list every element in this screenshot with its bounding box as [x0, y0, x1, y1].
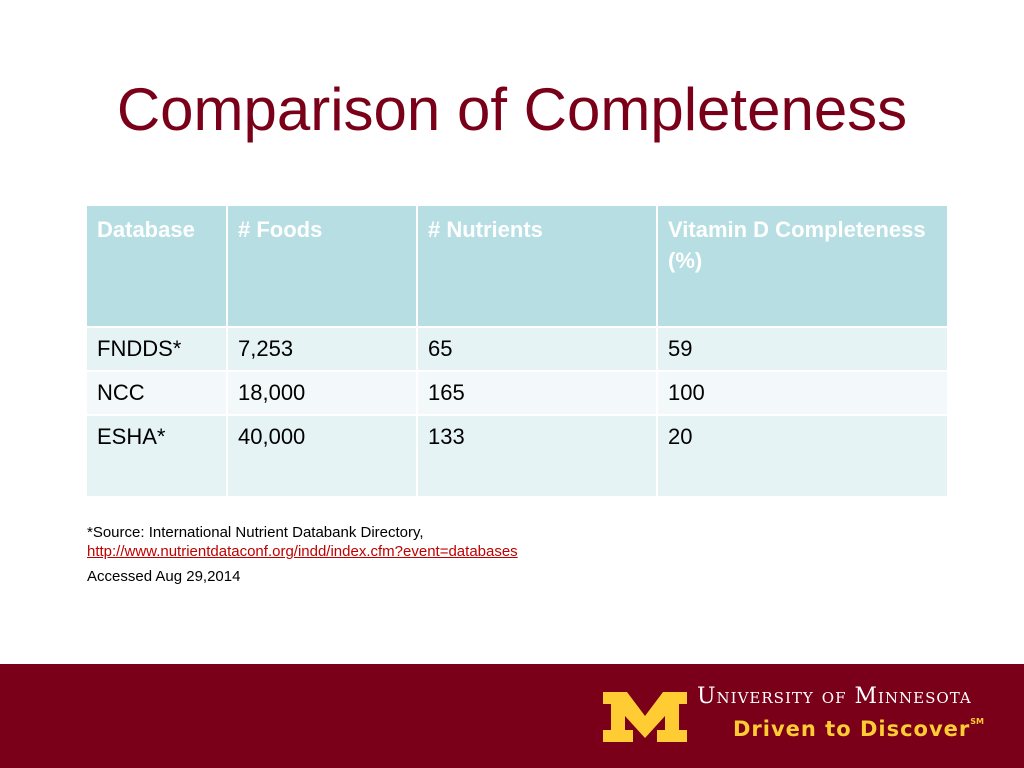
footer-banner: University of Minnesota Driven to Discov… [0, 664, 1024, 768]
service-mark: SM [970, 717, 984, 726]
block-m-logo-icon [603, 692, 687, 742]
university-name: University of Minnesota [697, 684, 972, 709]
cell-database: FNDDS* [85, 326, 228, 372]
header-foods: # Foods [226, 204, 418, 328]
tagline: Driven to DiscoverSM [733, 717, 984, 741]
cell-nutrients: 133 [416, 414, 658, 498]
cell-database: NCC [85, 370, 228, 416]
cell-foods: 7,253 [226, 326, 418, 372]
table-row: NCC 18,000 165 100 [85, 370, 949, 416]
cell-vitamin-d: 59 [656, 326, 949, 372]
comparison-table: Database # Foods # Nutrients Vitamin D C… [85, 204, 949, 498]
cell-vitamin-d: 100 [656, 370, 949, 416]
header-database: Database [85, 204, 228, 328]
tagline-text: Driven to Discover [733, 717, 971, 741]
source-note: *Source: International Nutrient Databank… [87, 523, 518, 586]
source-link[interactable]: http://www.nutrientdataconf.org/indd/ind… [87, 543, 518, 560]
cell-nutrients: 165 [416, 370, 658, 416]
header-vitamin-d: Vitamin D Completeness (%) [656, 204, 949, 328]
cell-foods: 40,000 [226, 414, 418, 498]
header-nutrients: # Nutrients [416, 204, 658, 328]
cell-foods: 18,000 [226, 370, 418, 416]
table-header-row: Database # Foods # Nutrients Vitamin D C… [85, 204, 949, 328]
table-row: ESHA* 40,000 133 20 [85, 414, 949, 498]
slide-title: Comparison of Completeness [116, 76, 908, 143]
source-text: *Source: International Nutrient Databank… [87, 524, 424, 541]
cell-nutrients: 65 [416, 326, 658, 372]
cell-database: ESHA* [85, 414, 228, 498]
table-row: FNDDS* 7,253 65 59 [85, 326, 949, 372]
accessed-date: Accessed Aug 29,2014 [87, 568, 241, 585]
cell-vitamin-d: 20 [656, 414, 949, 498]
